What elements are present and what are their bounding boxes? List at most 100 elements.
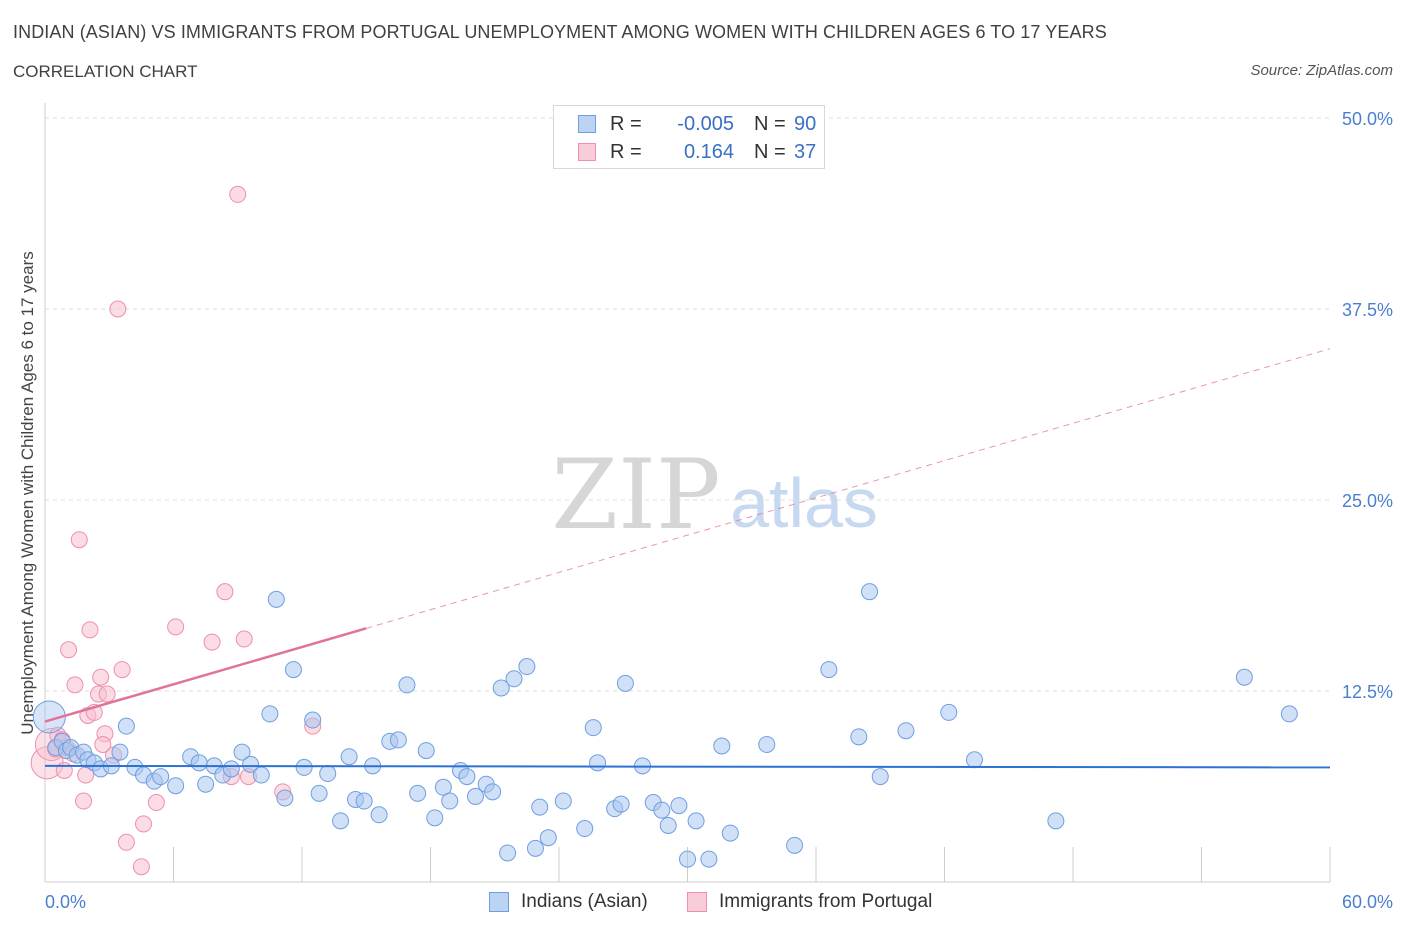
legend-r-value: 0.164	[683, 140, 734, 163]
indians-point	[261, 705, 279, 723]
indians-point	[1047, 812, 1065, 830]
indians-point	[786, 836, 804, 854]
indians-point	[167, 777, 185, 795]
legend-row-indians: R = -0.005 N = 90	[578, 110, 816, 138]
indians-point	[940, 703, 958, 721]
indians-point	[276, 789, 294, 807]
indians-point	[1280, 705, 1298, 723]
indians-point	[409, 784, 427, 802]
indians-point	[310, 784, 328, 802]
indians-point	[539, 829, 557, 847]
portugal-point	[98, 685, 116, 703]
trend-layer	[44, 348, 1331, 769]
legend-n-value: 37	[794, 140, 817, 163]
indians-point	[659, 816, 677, 834]
x-tick-label-min: 0.0%	[45, 892, 86, 912]
indians-point	[861, 583, 879, 601]
portugal-point	[66, 676, 84, 694]
bottom-legend-swatch-blue	[489, 892, 509, 912]
x-tick-label-max: 60.0%	[1342, 892, 1393, 912]
indians-point	[441, 792, 459, 810]
indians-point	[426, 809, 444, 827]
indians-point	[458, 768, 476, 786]
indians-point	[505, 670, 523, 688]
legend-swatch-pink	[578, 143, 596, 161]
indians-point	[398, 676, 416, 694]
indians-point	[417, 742, 435, 760]
chart-title: INDIAN (ASIAN) VS IMMIGRANTS FROM PORTUG…	[13, 22, 1107, 42]
portugal-point	[135, 815, 153, 833]
correlation-legend: R = -0.005 N = 90 R = 0.164 N = 37	[553, 105, 825, 169]
indians-point	[499, 844, 517, 862]
indians-point	[252, 766, 270, 784]
indians-point	[484, 783, 502, 801]
y-tick-label: 12.5%	[1342, 682, 1393, 702]
legend-r-value: -0.005	[677, 112, 734, 135]
portugal-point	[113, 661, 131, 679]
indians-point	[197, 775, 215, 793]
grid-layer	[45, 117, 1330, 692]
indians-point	[531, 798, 549, 816]
bottom-legend-indians: Indians (Asian)	[489, 889, 648, 915]
portugal-trend-line-solid	[44, 627, 367, 723]
indians-point	[518, 658, 536, 676]
indians-point	[758, 735, 776, 753]
portugal-point	[60, 641, 78, 659]
indians-point	[466, 787, 484, 805]
indians-point	[152, 768, 170, 786]
indians-point	[233, 743, 251, 761]
indians-point	[679, 850, 696, 868]
legend-swatch-blue	[578, 115, 596, 133]
y-tick-label: 25.0%	[1342, 491, 1393, 511]
tick-layer: 12.5% 25.0% 37.5% 50.0% 0.0% 60.0%	[45, 109, 1393, 912]
indians-point	[340, 748, 358, 766]
portugal-point	[132, 858, 150, 876]
indians-point	[304, 711, 322, 729]
indians-point	[721, 824, 739, 842]
bottom-legend-label-indians: Indians (Asian)	[521, 891, 648, 912]
indians-point	[190, 754, 208, 772]
indians-point	[589, 754, 607, 772]
indians-point	[554, 792, 572, 810]
indians-point	[242, 755, 260, 773]
indians-point	[117, 717, 135, 735]
source-label: Source: ZipAtlas.com	[1250, 62, 1393, 79]
portugal-point	[229, 185, 247, 203]
legend-row-portugal: R = 0.164 N = 37	[578, 138, 816, 166]
indians-point	[319, 765, 337, 783]
portugal-point	[55, 761, 73, 779]
points-layer	[30, 185, 1298, 876]
y-tick-label: 50.0%	[1342, 109, 1393, 129]
chart-subtitle: CORRELATION CHART	[13, 62, 198, 81]
indians-point	[897, 722, 915, 740]
portugal-point	[109, 300, 127, 318]
bottom-legend-portugal: Immigrants from Portugal	[687, 889, 932, 915]
portugal-point	[216, 583, 234, 601]
indians-point	[670, 797, 688, 815]
indians-point	[965, 751, 983, 769]
indians-point	[526, 839, 544, 857]
indians-point	[284, 661, 302, 679]
y-tick-label: 37.5%	[1342, 300, 1393, 320]
indians-point	[871, 768, 889, 786]
bottom-legend-swatch-pink	[687, 892, 707, 912]
indians-point	[687, 812, 705, 830]
indians-point	[111, 743, 129, 761]
indians-point	[653, 801, 671, 819]
portugal-point	[75, 792, 93, 810]
portugal-point	[92, 668, 110, 686]
indians-point	[355, 792, 373, 810]
indians-point	[434, 778, 452, 796]
portugal-trend-line-dashed	[366, 348, 1331, 629]
indians-point	[1235, 668, 1253, 686]
y-axis-label: Unemployment Among Women with Children A…	[18, 251, 37, 735]
portugal-point	[203, 633, 221, 651]
bottom-legend-label-portugal: Immigrants from Portugal	[719, 891, 933, 912]
portugal-point	[167, 618, 185, 636]
legend-n-value: 90	[794, 112, 817, 135]
indians-point	[267, 590, 285, 608]
indians-point	[295, 758, 313, 776]
indians-point	[332, 812, 350, 830]
axis-layer	[44, 103, 1331, 883]
